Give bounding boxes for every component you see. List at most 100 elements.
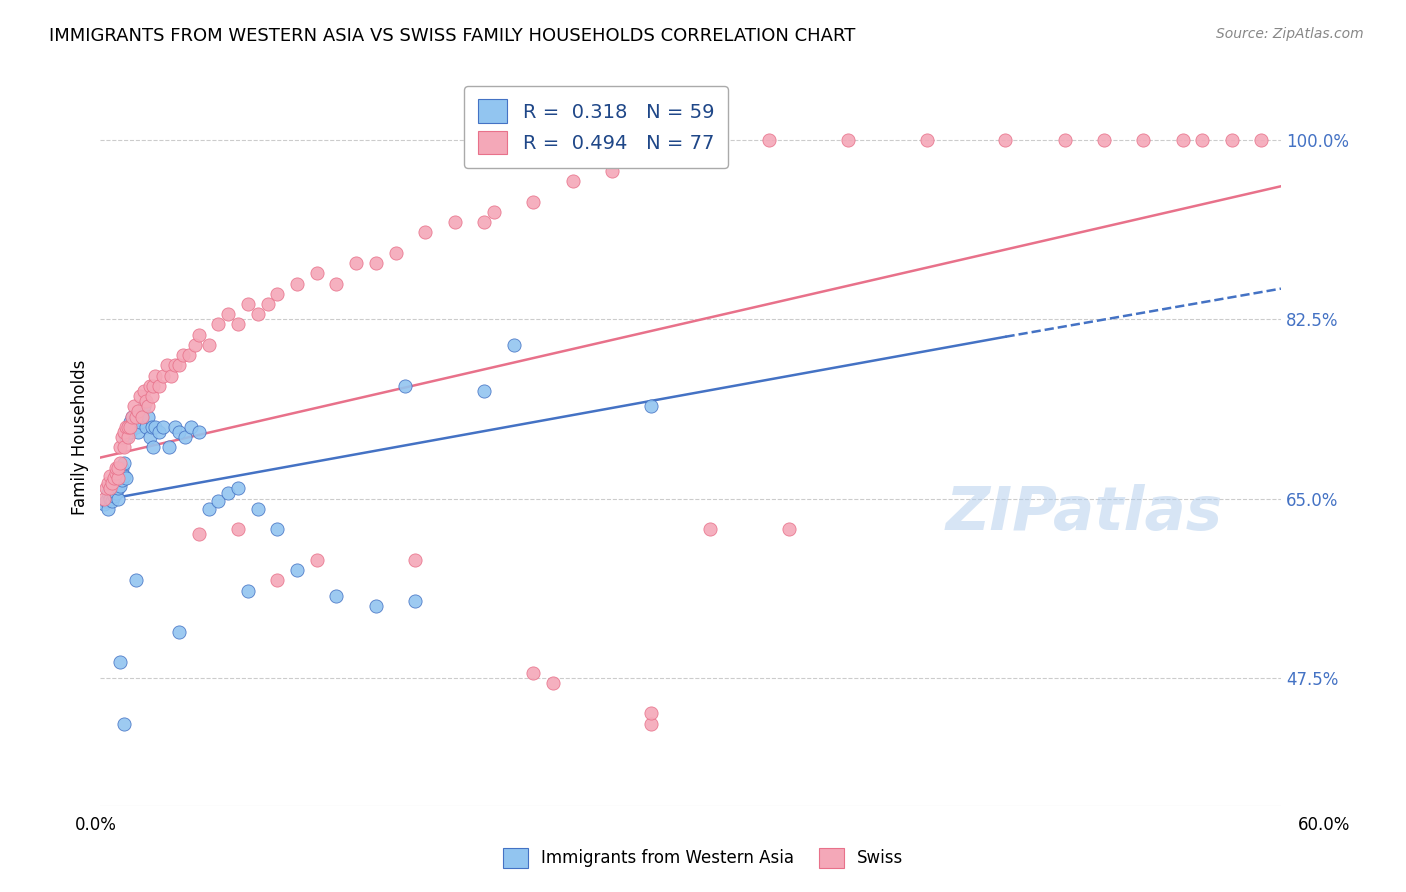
Point xyxy=(108,456,131,470)
Point xyxy=(115,471,138,485)
Point xyxy=(145,368,167,383)
Point xyxy=(1220,133,1243,147)
Point xyxy=(117,420,139,434)
Point xyxy=(135,420,157,434)
Point xyxy=(640,153,662,168)
Point xyxy=(404,594,426,608)
Point xyxy=(180,420,202,434)
Point xyxy=(226,318,249,332)
Point xyxy=(115,430,138,444)
Point xyxy=(1132,133,1154,147)
Point xyxy=(778,522,800,536)
Point xyxy=(96,481,118,495)
Legend: Immigrants from Western Asia, Swiss: Immigrants from Western Asia, Swiss xyxy=(496,841,910,875)
Point xyxy=(97,486,120,500)
Text: 60.0%: 60.0% xyxy=(1298,816,1351,834)
Point xyxy=(101,493,124,508)
Point xyxy=(128,415,150,429)
Text: ZIPatlas: ZIPatlas xyxy=(946,484,1223,543)
Point xyxy=(364,256,387,270)
Point xyxy=(131,409,153,424)
Point xyxy=(96,493,118,508)
Point xyxy=(174,430,197,444)
Point xyxy=(108,440,131,454)
Point xyxy=(131,409,153,424)
Point xyxy=(141,420,163,434)
Point xyxy=(115,420,138,434)
Point xyxy=(1191,133,1213,147)
Point xyxy=(640,400,662,414)
Point xyxy=(197,338,219,352)
Point xyxy=(118,425,141,439)
Point xyxy=(266,286,288,301)
Point xyxy=(404,553,426,567)
Point xyxy=(167,359,190,373)
Point xyxy=(217,307,239,321)
Point xyxy=(160,368,183,383)
Point xyxy=(1092,133,1115,147)
Point xyxy=(165,359,187,373)
Point xyxy=(157,440,180,454)
Point xyxy=(1171,133,1194,147)
Point xyxy=(105,466,128,480)
Point xyxy=(915,133,938,147)
Point xyxy=(107,481,129,495)
Point xyxy=(111,473,134,487)
Point xyxy=(142,440,165,454)
Point xyxy=(266,574,288,588)
Point xyxy=(105,460,128,475)
Point xyxy=(305,266,328,280)
Point xyxy=(600,164,623,178)
Point xyxy=(132,400,155,414)
Point xyxy=(145,420,167,434)
Point xyxy=(522,665,544,680)
Point xyxy=(325,589,347,603)
Text: IMMIGRANTS FROM WESTERN ASIA VS SWISS FAMILY HOUSEHOLDS CORRELATION CHART: IMMIGRANTS FROM WESTERN ASIA VS SWISS FA… xyxy=(49,27,856,45)
Point xyxy=(93,491,115,506)
Point xyxy=(118,420,141,434)
Point xyxy=(522,194,544,209)
Point xyxy=(472,215,495,229)
Legend: R =  0.318   N = 59, R =  0.494   N = 77: R = 0.318 N = 59, R = 0.494 N = 77 xyxy=(464,86,728,168)
Point xyxy=(758,133,780,147)
Point xyxy=(127,404,149,418)
Point xyxy=(482,204,505,219)
Point xyxy=(125,420,148,434)
Point xyxy=(217,486,239,500)
Point xyxy=(112,716,135,731)
Point xyxy=(305,553,328,567)
Point xyxy=(101,476,124,491)
Point xyxy=(97,501,120,516)
Point xyxy=(197,501,219,516)
Point xyxy=(107,460,129,475)
Point xyxy=(541,675,564,690)
Point xyxy=(502,338,524,352)
Point xyxy=(172,348,194,362)
Point xyxy=(108,479,131,493)
Point xyxy=(111,430,134,444)
Point xyxy=(135,394,157,409)
Point xyxy=(184,338,207,352)
Point xyxy=(152,368,174,383)
Point xyxy=(165,420,187,434)
Point xyxy=(413,225,436,239)
Point xyxy=(105,476,128,491)
Point xyxy=(994,133,1017,147)
Point xyxy=(325,277,347,291)
Point xyxy=(112,469,135,483)
Point xyxy=(246,501,269,516)
Point xyxy=(266,522,288,536)
Point xyxy=(152,420,174,434)
Point xyxy=(112,456,135,470)
Point xyxy=(112,440,135,454)
Point xyxy=(344,256,367,270)
Point xyxy=(837,133,859,147)
Y-axis label: Family Households: Family Households xyxy=(72,359,89,515)
Point xyxy=(112,425,135,439)
Point xyxy=(226,522,249,536)
Point xyxy=(125,409,148,424)
Point xyxy=(98,481,121,495)
Point xyxy=(640,706,662,721)
Point xyxy=(121,409,143,424)
Point xyxy=(187,425,209,439)
